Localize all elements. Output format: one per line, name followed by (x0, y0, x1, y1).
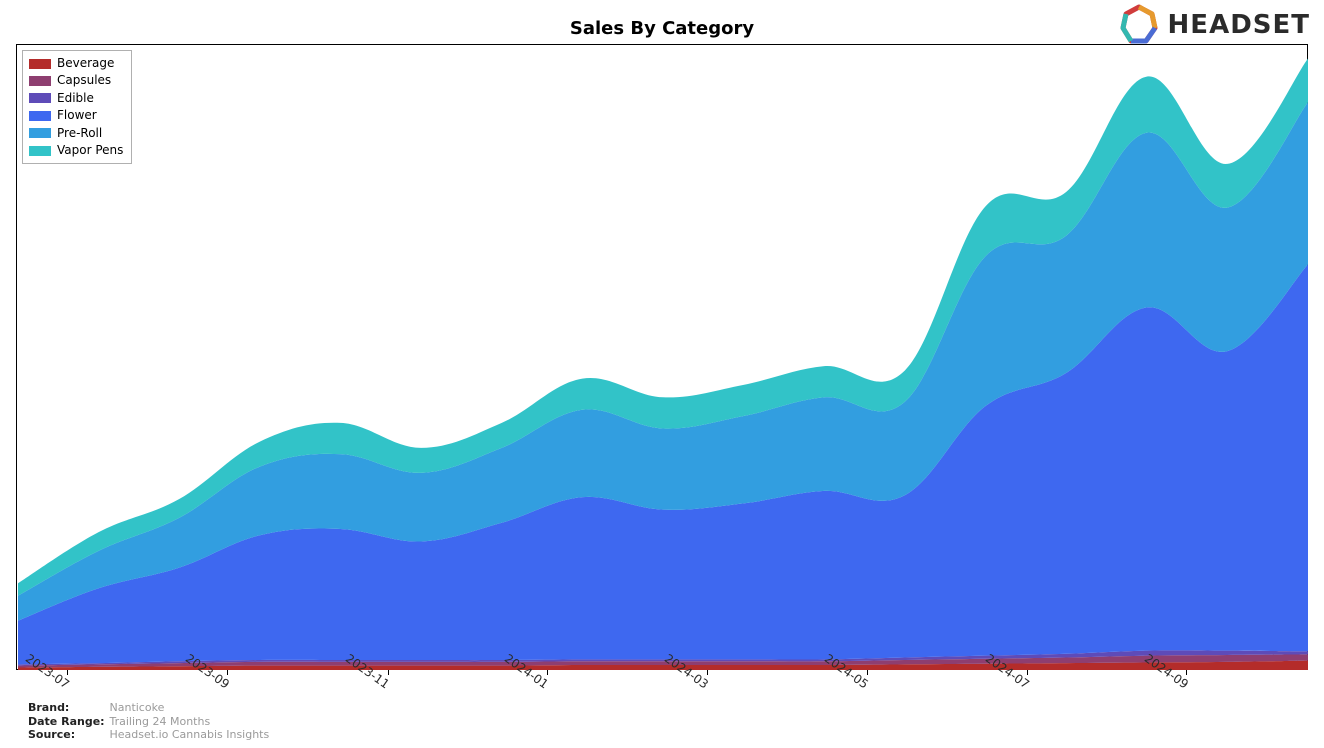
legend-swatch (29, 76, 51, 86)
legend-item: Capsules (29, 72, 123, 89)
legend-label: Vapor Pens (57, 142, 123, 159)
legend-item: Flower (29, 107, 123, 124)
legend-label: Pre-Roll (57, 125, 102, 142)
x-tick-mark (1186, 670, 1187, 675)
footer-source-key: Source: (28, 728, 106, 742)
footer-brand-val: Nanticoke (110, 701, 165, 714)
stacked-area-chart (18, 46, 1308, 670)
chart-footer: Brand: Nanticoke Date Range: Trailing 24… (28, 701, 269, 742)
x-tick-mark (227, 670, 228, 675)
brand-logo: HEADSET (1118, 4, 1310, 46)
legend-item: Edible (29, 90, 123, 107)
legend-item: Pre-Roll (29, 125, 123, 142)
footer-source-val: Headset.io Cannabis Insights (110, 728, 270, 741)
footer-date-val: Trailing 24 Months (110, 715, 211, 728)
legend-item: Vapor Pens (29, 142, 123, 159)
legend-swatch (29, 111, 51, 121)
x-tick-mark (547, 670, 548, 675)
x-tick-mark (867, 670, 868, 675)
x-tick-mark (1027, 670, 1028, 675)
brand-logo-text: HEADSET (1168, 10, 1310, 40)
footer-brand-row: Brand: Nanticoke (28, 701, 269, 715)
chart-legend: BeverageCapsulesEdibleFlowerPre-RollVapo… (22, 50, 132, 164)
legend-item: Beverage (29, 55, 123, 72)
legend-swatch (29, 59, 51, 69)
x-tick-mark (707, 670, 708, 675)
plot-area (16, 44, 1308, 670)
footer-date-row: Date Range: Trailing 24 Months (28, 715, 269, 729)
chart-container: Sales By Category HEADSET BeverageCapsul… (0, 0, 1324, 748)
legend-label: Edible (57, 90, 94, 107)
legend-label: Beverage (57, 55, 114, 72)
legend-swatch (29, 93, 51, 103)
footer-source-row: Source: Headset.io Cannabis Insights (28, 728, 269, 742)
headset-logo-icon (1118, 4, 1160, 46)
footer-date-key: Date Range: (28, 715, 106, 729)
x-tick-mark (67, 670, 68, 675)
legend-swatch (29, 128, 51, 138)
legend-label: Flower (57, 107, 97, 124)
legend-swatch (29, 146, 51, 156)
legend-label: Capsules (57, 72, 111, 89)
x-tick-mark (388, 670, 389, 675)
footer-brand-key: Brand: (28, 701, 106, 715)
